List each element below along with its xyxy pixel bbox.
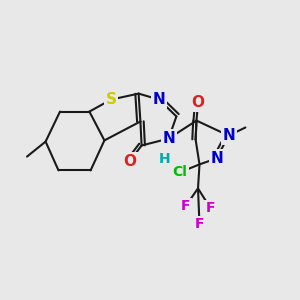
Text: F: F [195, 218, 204, 231]
Text: H: H [159, 152, 170, 166]
Text: F: F [206, 202, 215, 215]
Text: F: F [181, 200, 190, 213]
Text: Cl: Cl [172, 166, 187, 179]
Text: S: S [106, 92, 116, 107]
Text: N: N [210, 151, 223, 166]
Text: O: O [123, 154, 136, 169]
Text: N: N [162, 131, 175, 146]
Text: N: N [153, 92, 165, 107]
Text: O: O [191, 95, 205, 110]
Text: N: N [222, 128, 235, 143]
